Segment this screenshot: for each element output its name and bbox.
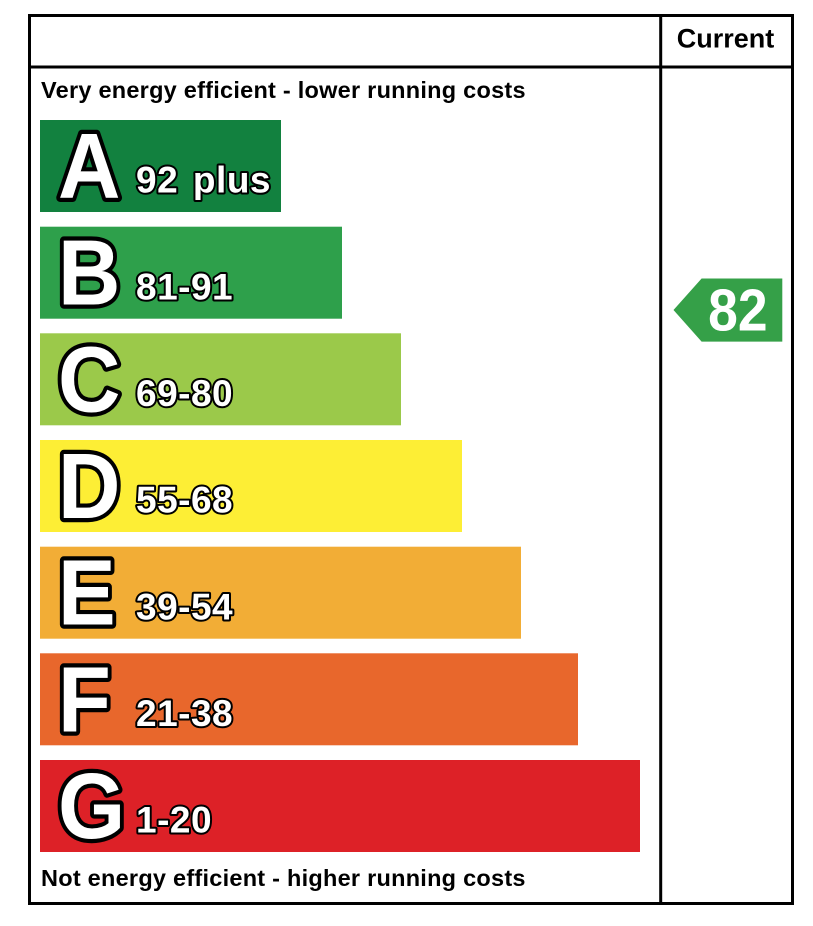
svg-text:81-91: 81-91 xyxy=(136,266,233,307)
svg-text:92 plus: 92 plus xyxy=(136,160,271,201)
svg-text:39-54: 39-54 xyxy=(136,586,233,627)
svg-text:B: B xyxy=(58,222,120,326)
svg-text:F: F xyxy=(58,648,111,752)
svg-text:D: D xyxy=(58,435,120,539)
svg-text:A: A xyxy=(58,115,120,219)
svg-text:Current: Current xyxy=(677,24,775,54)
svg-text:1-20: 1-20 xyxy=(136,800,212,841)
svg-text:Not energy efficient - higher: Not energy efficient - higher running co… xyxy=(41,865,526,891)
svg-text:Very energy efficient - lower: Very energy efficient - lower running co… xyxy=(41,77,526,103)
svg-text:69-80: 69-80 xyxy=(136,373,233,414)
svg-text:C: C xyxy=(58,328,120,432)
svg-text:21-38: 21-38 xyxy=(136,693,233,734)
svg-text:G: G xyxy=(58,755,125,859)
svg-text:E: E xyxy=(58,542,116,646)
svg-text:82: 82 xyxy=(708,277,767,343)
svg-text:55-68: 55-68 xyxy=(136,480,233,521)
